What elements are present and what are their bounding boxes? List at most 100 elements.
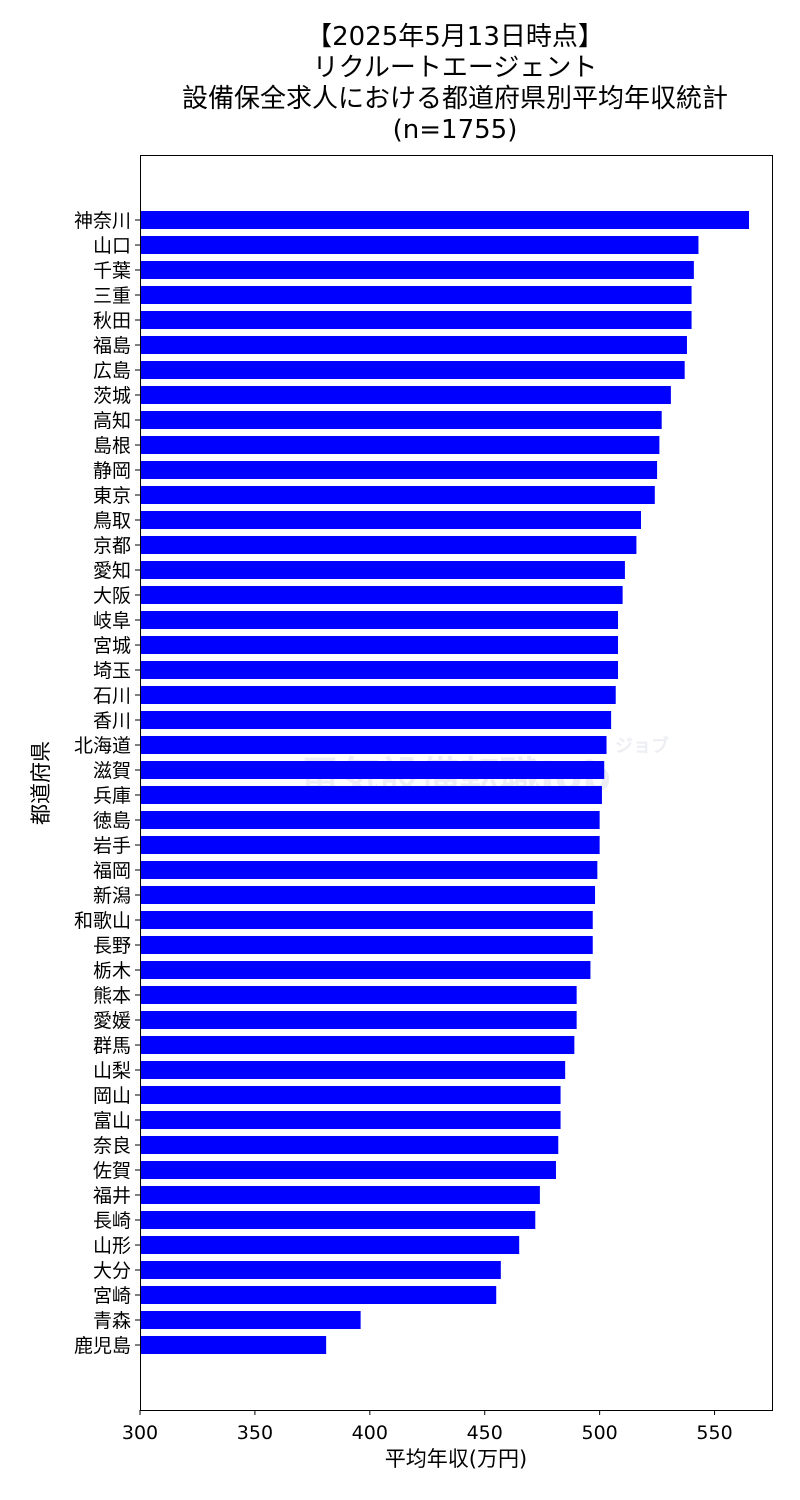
title-line-sample-size: (n=1755) (392, 115, 518, 145)
bar-24 (140, 811, 600, 829)
y-tick-label-32: 愛媛 (93, 1010, 131, 1032)
bar-10 (140, 461, 658, 479)
y-tick-label-5: 福島 (93, 335, 131, 357)
y-tick-label-29: 長野 (93, 935, 131, 957)
y-tick-label-44: 青森 (93, 1310, 131, 1332)
chart-title: 【2025年5月13日時点】 リクルートエージェント 設備保全求人における都道府… (0, 22, 800, 146)
y-tick-label-24: 徳島 (93, 810, 131, 832)
bar-30 (140, 961, 591, 979)
y-tick-label-31: 熊本 (93, 985, 131, 1007)
x-tick-label-0: 300 (122, 1422, 158, 1444)
y-axis-label: 都道府県 (29, 741, 53, 825)
y-tick-label-2: 千葉 (93, 260, 131, 282)
bar-8 (140, 411, 662, 429)
y-tick-label-26: 福岡 (93, 860, 131, 882)
bar-12 (140, 511, 642, 529)
y-tick-label-45: 鹿児島 (74, 1335, 131, 1357)
y-tick-label-35: 岡山 (93, 1085, 131, 1107)
bar-40 (140, 1211, 536, 1229)
y-tick-label-18: 埼玉 (93, 660, 131, 682)
y-tick-label-14: 愛知 (93, 560, 131, 582)
bar-29 (140, 936, 593, 954)
y-tick-label-12: 鳥取 (93, 510, 131, 532)
bar-26 (140, 861, 598, 879)
y-tick-label-21: 北海道 (74, 735, 131, 757)
y-tick-label-30: 栃木 (93, 960, 131, 982)
y-tick-label-37: 奈良 (93, 1135, 131, 1157)
bar-39 (140, 1186, 540, 1204)
bar-38 (140, 1161, 556, 1179)
x-axis-ticks: 300 350 400 450 500 550 (122, 1410, 733, 1444)
bar-20 (140, 711, 612, 729)
y-tick-label-17: 宮城 (93, 635, 131, 657)
y-tick-label-16: 岐阜 (93, 610, 131, 632)
bar-44 (140, 1311, 361, 1329)
y-tick-label-0: 神奈川 (74, 210, 131, 232)
y-tick-label-10: 静岡 (93, 460, 131, 482)
bar-5 (140, 336, 687, 354)
bar-27 (140, 886, 596, 904)
bar-18 (140, 661, 619, 679)
x-tick-label-2: 400 (352, 1422, 388, 1444)
bar-37 (140, 1136, 559, 1154)
bar-36 (140, 1111, 561, 1129)
y-tick-label-38: 佐賀 (93, 1160, 131, 1182)
x-tick-label-1: 350 (237, 1422, 273, 1444)
bar-25 (140, 836, 600, 854)
bar-9 (140, 436, 660, 454)
y-tick-label-42: 大分 (93, 1260, 131, 1282)
bars (140, 211, 750, 1354)
bar-15 (140, 586, 623, 604)
y-tick-label-23: 兵庫 (93, 785, 131, 807)
y-tick-label-15: 大阪 (93, 585, 131, 607)
bar-23 (140, 786, 602, 804)
y-tick-label-33: 群馬 (93, 1035, 131, 1057)
title-line-date: 【2025年5月13日時点】 (306, 22, 604, 52)
bar-7 (140, 386, 671, 404)
y-tick-label-36: 富山 (93, 1110, 131, 1132)
y-tick-label-13: 京都 (93, 535, 131, 557)
y-tick-label-19: 石川 (93, 685, 131, 707)
y-tick-label-40: 長崎 (93, 1210, 131, 1232)
y-tick-label-6: 広島 (93, 360, 131, 382)
y-tick-label-22: 滋賀 (93, 760, 131, 782)
watermark-small-text: ジョブ (615, 735, 669, 757)
y-tick-label-7: 茨城 (93, 385, 131, 407)
y-tick-label-39: 福井 (93, 1185, 131, 1207)
title-line-source: リクルートエージェント (312, 53, 598, 83)
title-line-subject: 設備保全求人における都道府県別平均年収統計 (181, 84, 728, 114)
x-tick-label-3: 450 (467, 1422, 503, 1444)
y-tick-label-1: 山口 (93, 235, 131, 257)
bar-0 (140, 211, 750, 229)
y-tick-label-8: 高知 (93, 410, 131, 432)
y-tick-label-9: 島根 (93, 435, 131, 457)
y-tick-label-11: 東京 (93, 485, 131, 507)
bar-22 (140, 761, 605, 779)
y-tick-label-41: 山形 (93, 1235, 131, 1257)
bar-45 (140, 1336, 327, 1354)
y-tick-label-25: 岩手 (93, 835, 131, 857)
bar-43 (140, 1286, 497, 1304)
bar-6 (140, 361, 685, 379)
y-tick-label-34: 山梨 (93, 1060, 131, 1082)
bar-42 (140, 1261, 501, 1279)
bar-17 (140, 636, 619, 654)
bar-11 (140, 486, 655, 504)
bar-14 (140, 561, 625, 579)
bar-31 (140, 986, 577, 1004)
y-tick-label-43: 宮崎 (93, 1285, 131, 1307)
bar-33 (140, 1036, 575, 1054)
bar-35 (140, 1086, 561, 1104)
bar-1 (140, 236, 699, 254)
y-tick-label-27: 新潟 (93, 885, 131, 907)
bar-3 (140, 286, 692, 304)
x-axis-label: 平均年収(万円) (385, 1447, 527, 1471)
bar-19 (140, 686, 616, 704)
bar-2 (140, 261, 694, 279)
bar-21 (140, 736, 607, 754)
bar-32 (140, 1011, 577, 1029)
bar-34 (140, 1061, 566, 1079)
y-tick-label-4: 秋田 (93, 310, 131, 332)
bar-16 (140, 611, 619, 629)
